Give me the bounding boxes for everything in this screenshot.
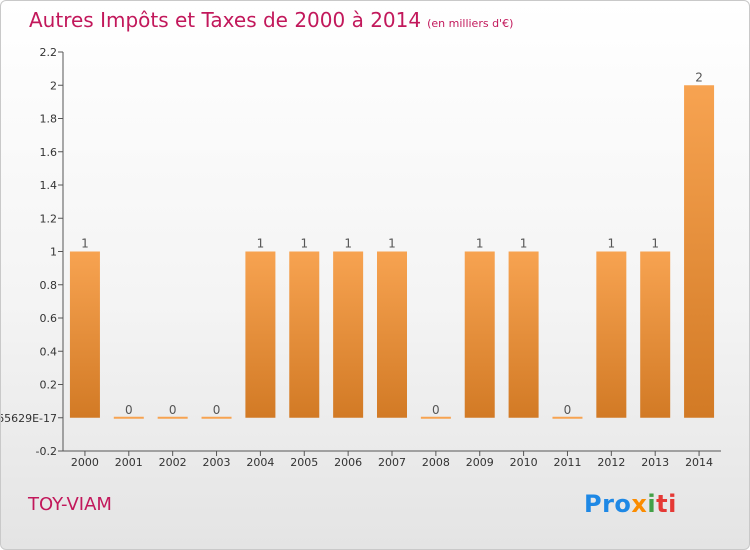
x-axis: 2000 2001 2002 2003 2004 2005 2006 2007 2008 2009… <box>63 450 721 469</box>
y-tick-label: 1.6 <box>40 146 58 159</box>
data-label-2003: 0 <box>213 403 221 417</box>
data-label-2014: 2 <box>695 70 703 84</box>
bar-2005 <box>289 251 320 418</box>
bar-2013 <box>640 251 671 418</box>
data-label-2001: 0 <box>125 403 133 417</box>
data-label-2012: 1 <box>608 237 616 251</box>
bar-2010 <box>508 251 539 418</box>
proxiti-logo[interactable]: Proxiti <box>584 490 677 518</box>
x-tick-label: 2001 <box>115 456 143 469</box>
chart-unit: (en milliers d'€) <box>427 17 514 30</box>
y-tick-label: 0.8 <box>40 279 58 292</box>
y-tick-label: 2.2 <box>40 46 58 59</box>
bar-2003 <box>201 416 232 419</box>
y-tick-label: -1.5265629E-17 <box>1 412 57 425</box>
data-label-2010: 1 <box>520 237 528 251</box>
x-tick-label: 2012 <box>597 456 625 469</box>
data-label-2004: 1 <box>257 237 265 251</box>
x-tick-label: 2002 <box>159 456 187 469</box>
bar-2001 <box>113 416 144 419</box>
x-tick-label: 2003 <box>203 456 231 469</box>
chart-title-text: Autres Impôts et Taxes de 2000 à 2014 <box>29 8 422 32</box>
x-tick-label: 2009 <box>466 456 494 469</box>
bar-2012 <box>596 251 627 418</box>
data-label-2006: 1 <box>344 237 352 251</box>
bar-chart: -0.2 -1.5265629E-17 0.2 0.4 0.6 0.8 1 1.2 1.4 1.6… <box>1 46 721 469</box>
x-tick-label: 2006 <box>334 456 362 469</box>
x-tick-label: 2000 <box>71 456 99 469</box>
y-tick-label: 0.4 <box>40 345 58 358</box>
data-labels: 1 0 0 0 1 1 1 1 0 1 1 0 1 1 2 <box>81 70 703 417</box>
bar-2007 <box>377 251 407 418</box>
y-tick-label: 0.6 <box>40 312 58 325</box>
bar-2011 <box>552 416 583 419</box>
y-tick-label: 1 <box>50 246 57 259</box>
x-tick-label: 2014 <box>685 456 713 469</box>
y-tick-label: 0.2 <box>40 379 58 392</box>
data-label-2000: 1 <box>81 237 89 251</box>
bar-2000 <box>69 251 100 418</box>
y-tick-label: 1.2 <box>40 212 58 225</box>
data-label-2005: 1 <box>300 237 308 251</box>
data-label-2011: 0 <box>564 403 572 417</box>
x-tick-label: 2010 <box>510 456 538 469</box>
data-label-2002: 0 <box>169 403 177 417</box>
x-tick-label: 2008 <box>422 456 450 469</box>
y-tick-label: 1.8 <box>40 113 58 126</box>
bar-2014 <box>684 85 715 418</box>
logo-part-4: ti <box>656 490 677 518</box>
bar-2008 <box>420 416 451 419</box>
bar-2006 <box>333 251 364 418</box>
logo-part-3: i <box>647 490 657 518</box>
y-tick-label: 1.4 <box>40 179 58 192</box>
data-label-2009: 1 <box>476 237 484 251</box>
data-label-2013: 1 <box>651 237 659 251</box>
chart-title: Autres Impôts et Taxes de 2000 à 2014 (en… <box>29 8 513 32</box>
logo-part-1: Pro <box>584 490 632 518</box>
x-tick-label: 2004 <box>246 456 274 469</box>
y-axis: -0.2 -1.5265629E-17 0.2 0.4 0.6 0.8 1 1.2 1.4 1.6… <box>1 46 64 458</box>
x-tick-label: 2013 <box>641 456 669 469</box>
y-tick-label: -0.2 <box>36 445 57 458</box>
bar-2002 <box>157 416 188 419</box>
commune-name: TOY-VIAM <box>28 494 112 515</box>
bar-2004 <box>245 251 276 418</box>
x-tick-label: 2007 <box>378 456 406 469</box>
bar-2009 <box>464 251 495 418</box>
data-label-2007: 1 <box>388 237 396 251</box>
x-tick-label: 2005 <box>290 456 318 469</box>
y-tick-label: 2 <box>50 79 57 92</box>
data-label-2008: 0 <box>432 403 440 417</box>
x-tick-label: 2011 <box>553 456 581 469</box>
bars <box>69 85 715 419</box>
logo-part-2: x <box>631 490 648 518</box>
